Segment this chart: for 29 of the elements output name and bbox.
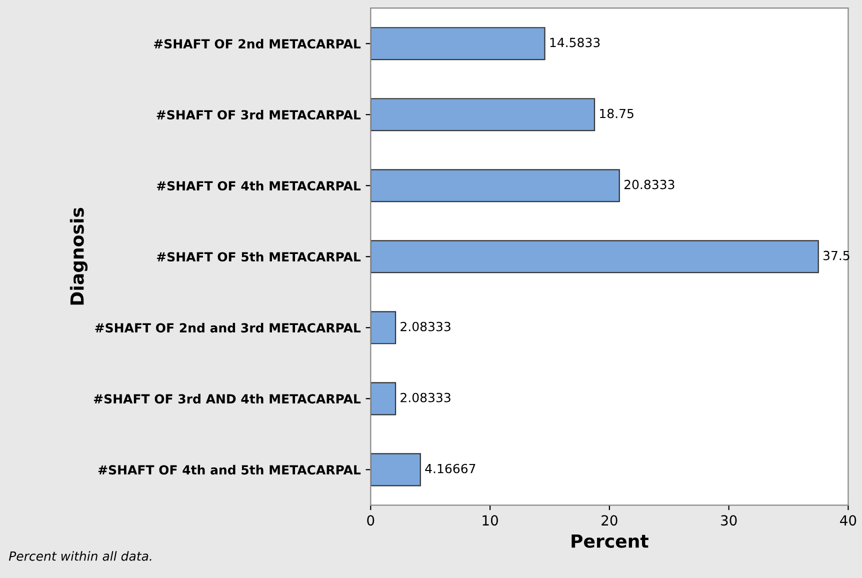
- x-axis-title: Percent: [572, 534, 648, 548]
- bar: [370, 98, 596, 132]
- data-label: 14.5833: [550, 38, 600, 48]
- x-tick-label: 10: [482, 515, 498, 526]
- x-tick-label: 40: [840, 515, 856, 526]
- data-label: 37.5: [823, 250, 850, 260]
- bar: [370, 453, 421, 486]
- y-tick-label: #SHAFT OF 2nd and 3rd METACARPAL: [95, 322, 361, 333]
- y-tick-label: #SHAFT OF 2nd METACARPAL: [154, 38, 361, 49]
- bar: [370, 240, 819, 274]
- data-label: 18.75: [600, 108, 634, 118]
- x-tick-label: 30: [721, 515, 737, 526]
- data-label: 20.8333: [624, 180, 674, 190]
- bar: [370, 169, 620, 202]
- y-tick-label: #SHAFT OF 3rd METACARPAL: [156, 110, 361, 120]
- data-label: 4.16667: [425, 464, 476, 474]
- y-axis-title: Diagnosis: [70, 208, 88, 305]
- y-tick-label: #SHAFT OF 3rd AND 4th METACARPAL: [94, 394, 361, 404]
- data-label: 2.08333: [400, 392, 450, 402]
- y-tick-label: #SHAFT OF 4th and 5th METACARPAL: [98, 464, 361, 475]
- x-tick-label: 20: [602, 515, 618, 526]
- y-tick-label: #SHAFT OF 4th METACARPAL: [156, 180, 361, 191]
- y-tick-label: #SHAFT OF 5th METACARPAL: [156, 252, 361, 262]
- x-tick-label: 0: [367, 515, 374, 526]
- bar: [370, 382, 396, 416]
- bar: [370, 27, 546, 60]
- text: Percent within all data.: [8, 551, 152, 561]
- bar: [370, 311, 396, 344]
- data-label: 2.08333: [400, 322, 450, 332]
